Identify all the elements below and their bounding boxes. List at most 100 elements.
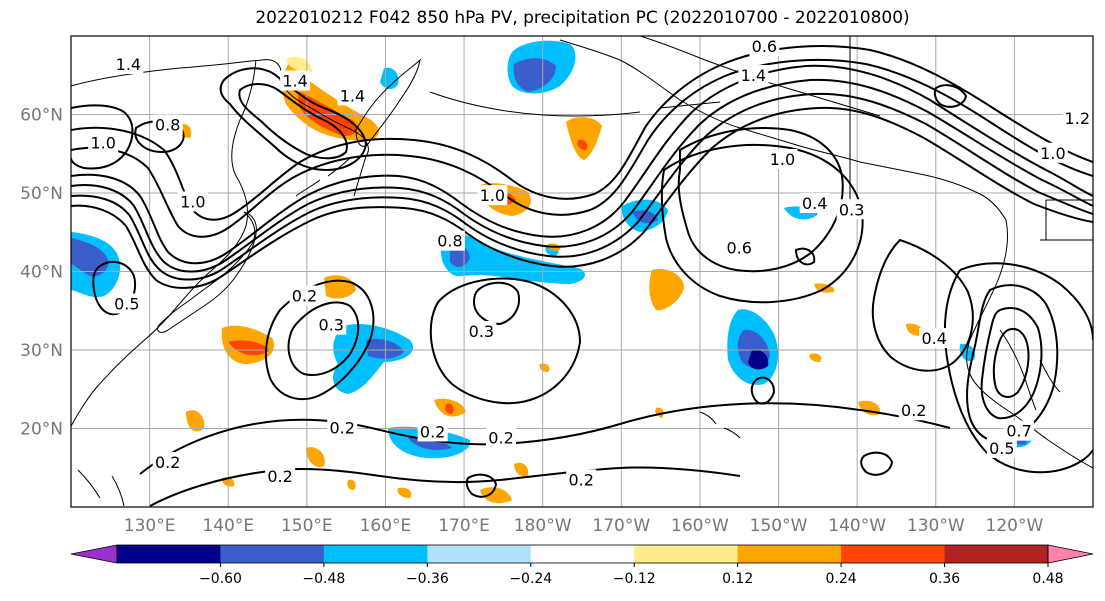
- pos-shade-small-16: [347, 479, 356, 490]
- pv-contour-0.2-south-2: [149, 466, 741, 507]
- colorbar-bin: [944, 545, 1049, 563]
- colorbar-tick-label: −0.60: [199, 571, 242, 587]
- pv-contour-0.4-east: [871, 238, 974, 372]
- lon-tick-label: 160°W: [671, 516, 729, 536]
- colorbar-outline: [116, 544, 1049, 564]
- coast-japan: [157, 211, 257, 333]
- colorbar-tick-label: −0.36: [406, 571, 449, 587]
- contour-label: 0.6: [752, 37, 777, 56]
- contour-label: 1.0: [180, 192, 205, 211]
- contour-label: 0.2: [267, 467, 292, 486]
- colorbar-bin: [117, 545, 221, 563]
- pv-contour-small-4: [465, 473, 498, 498]
- contour-label: 0.5: [989, 439, 1014, 458]
- pv-contour-0.3-mid: [472, 281, 520, 326]
- lon-tick-label: 120°W: [986, 516, 1044, 536]
- colorbar-tick-label: −0.48: [302, 571, 345, 587]
- contour-label-bg: [289, 285, 320, 306]
- contour-label-bg: [799, 192, 830, 213]
- contour-label-bg: [749, 35, 780, 56]
- contour-label: 1.2: [1065, 109, 1090, 128]
- contour-label: 0.2: [292, 287, 317, 306]
- pv-contour-outer-1: [71, 58, 1093, 238]
- lat-tick-label: 30°N: [20, 341, 63, 361]
- neg-shade-kamchatka-n: [380, 67, 399, 90]
- pv-contour-small-2: [750, 376, 776, 405]
- lat-tick-label: 60°N: [20, 106, 63, 126]
- pos-shade-small-13: [397, 487, 412, 498]
- pv-contour-korea: [92, 260, 136, 316]
- contour-label-bg: [1062, 108, 1093, 129]
- colorbar-tick-label: 0.24: [826, 571, 857, 587]
- colorbar-tick-label: −0.12: [613, 571, 656, 587]
- contour-label-bg: [767, 149, 798, 170]
- lon-tick-label: 140°W: [828, 516, 886, 536]
- pv-contour-ca-2: [980, 307, 1043, 420]
- latitude-labels: 60°N 50°N 40°N 30°N 20°N: [20, 106, 63, 440]
- contour-label-bg: [1037, 142, 1068, 163]
- pv-contour-0.4-ne: [660, 143, 864, 304]
- lon-tick-label: 170°W: [592, 516, 650, 536]
- contour-label: 0.2: [568, 470, 593, 489]
- contour-label-bg: [566, 469, 597, 490]
- chart-title: 2022010212 F042 850 hPa PV, precipitatio…: [255, 8, 910, 28]
- pv-contour-0.2-mid: [429, 277, 582, 405]
- contour-label-bg: [738, 65, 769, 86]
- coast-philippines: [77, 469, 125, 507]
- colorbar-tick-label: 0.48: [1032, 571, 1063, 587]
- lat-tick-label: 40°N: [20, 263, 63, 283]
- pv-contour-jet-4: [71, 106, 1093, 289]
- pv-contour-jet-3: [71, 92, 1093, 281]
- colorbar-bin: [737, 545, 842, 563]
- lat-tick-label: 20°N: [20, 420, 63, 440]
- contour-label: 0.2: [901, 401, 926, 420]
- contour-labels: 1.41.00.81.00.51.41.41.00.80.20.3 0.30.2 0…: [88, 35, 1093, 490]
- colorbar-extend-high: [1047, 544, 1094, 564]
- contour-label: 1.0: [1040, 144, 1065, 163]
- coast-na-west: [966, 219, 1093, 469]
- colorbar-tick-label: 0.36: [929, 571, 960, 587]
- colorbar-bin: [841, 545, 946, 563]
- colorbar-bin: [220, 545, 325, 563]
- longitude-labels: 130°E 140°E 150°E 160°E 170°E 180°W 170°W 160°W…: [124, 516, 1044, 536]
- neg-shade-bering-core: [513, 58, 556, 92]
- contour-label: 0.2: [488, 429, 513, 448]
- lon-tick-label: 170°E: [438, 516, 490, 536]
- contour-label: 0.7: [1006, 422, 1031, 441]
- contour-label: 0.3: [469, 322, 494, 341]
- lon-tick-label: 130°E: [124, 516, 176, 536]
- lon-tick-label: 180°W: [514, 516, 572, 536]
- coast-kurils: [295, 157, 351, 197]
- pv-contour-small-1: [860, 451, 894, 476]
- pos-shade-small-9: [809, 353, 822, 362]
- pos-shade-small-5: [514, 462, 529, 477]
- pos-shade-okhotsk-yellow: [286, 56, 312, 72]
- precipitation-shading: [71, 40, 1034, 504]
- pos-shade-bering-s: [566, 117, 602, 160]
- contour-label-bg: [919, 328, 950, 349]
- neg-shade-155w-peak: [748, 349, 769, 370]
- pv-contour-okhotsk: [219, 67, 368, 172]
- contour-label-bg: [177, 191, 208, 212]
- neg-shade-subtropic: [333, 323, 414, 394]
- contour-label: 0.4: [921, 329, 946, 348]
- coast-aleutians: [429, 91, 721, 117]
- contour-label-bg: [280, 70, 311, 91]
- contour-label: 1.0: [91, 134, 116, 153]
- contour-label: 1.4: [340, 86, 365, 105]
- pos-shade-150w-blob: [649, 268, 684, 311]
- contour-label-bg: [486, 427, 517, 448]
- colorbar-extend-low: [70, 544, 118, 564]
- map-gridlines: [71, 36, 1093, 507]
- contour-label: 1.0: [480, 186, 505, 205]
- pos-shade-japan-s-core: [228, 340, 270, 356]
- pos-shade-bering-s-core: [577, 139, 588, 150]
- colorbar-bin: [530, 545, 635, 563]
- pv-contour-0.2-west: [264, 279, 375, 401]
- coast-alaska: [559, 39, 1007, 221]
- contour-label-bg: [111, 293, 142, 314]
- pos-shade-small-7: [906, 323, 923, 336]
- lon-tick-label: 150°E: [281, 516, 333, 536]
- contour-label: 1.4: [282, 72, 307, 91]
